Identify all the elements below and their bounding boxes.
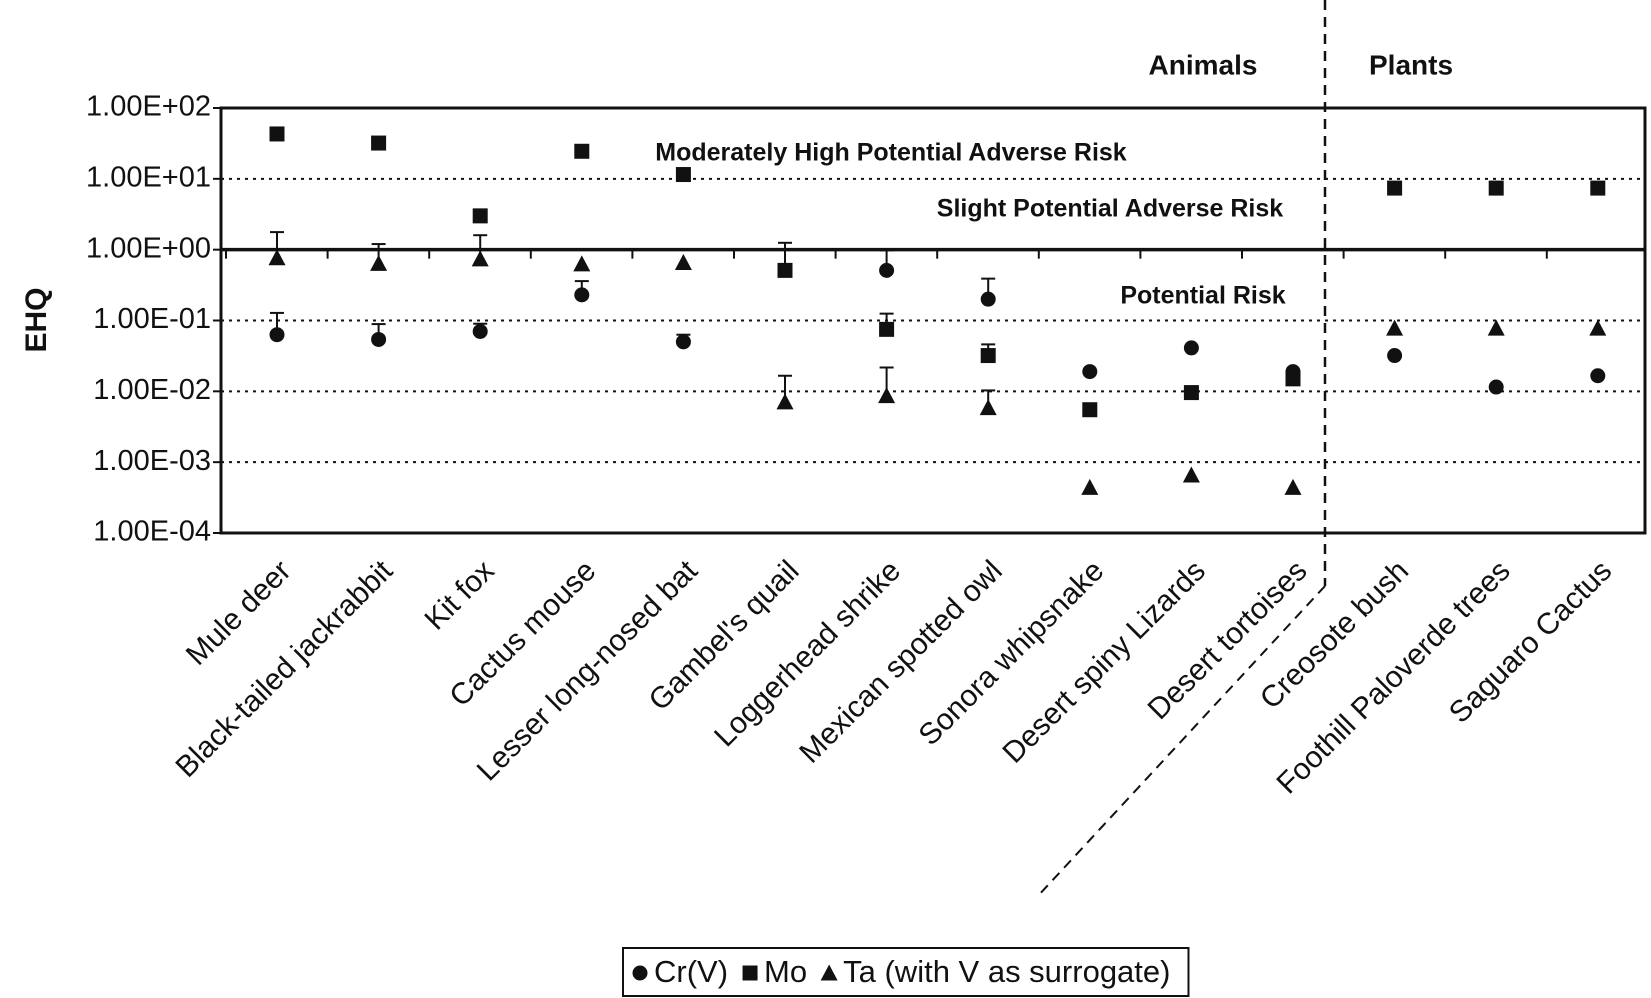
y-axis-label: EHQ (20, 287, 53, 352)
marker (878, 387, 896, 404)
marker (1387, 180, 1403, 196)
annotation: Animals (1149, 49, 1258, 80)
marker (1488, 180, 1504, 196)
group-divider-diagonal (1036, 585, 1326, 898)
marker (879, 262, 895, 278)
marker (1387, 348, 1403, 364)
marker (675, 334, 691, 350)
marker (674, 253, 692, 270)
marker (1082, 402, 1098, 418)
legend-label: Mo (764, 954, 807, 989)
marker (472, 323, 488, 339)
marker (1488, 379, 1504, 395)
marker (371, 331, 387, 347)
marker (1081, 478, 1099, 495)
marker (1487, 319, 1505, 336)
marker (1284, 478, 1302, 495)
marker (574, 287, 590, 303)
y-tick-label: 1.00E-04 (93, 516, 211, 548)
marker (1183, 385, 1199, 401)
marker (1285, 371, 1301, 387)
marker (471, 250, 489, 267)
y-tick-label: 1.00E+02 (86, 91, 211, 123)
y-tick-label: 1.00E-02 (93, 374, 211, 406)
marker (472, 208, 488, 224)
marker (370, 254, 388, 271)
marker (269, 126, 285, 142)
legend-marker (820, 964, 838, 981)
y-tick-label: 1.00E+00 (86, 232, 211, 264)
marker (1590, 368, 1606, 384)
marker (1589, 319, 1607, 336)
marker (1590, 180, 1606, 196)
legend-label: Ta (with V as surrogate) (843, 954, 1170, 989)
annotation: Plants (1369, 49, 1453, 80)
annotation: Slight Potential Adverse Risk (937, 195, 1283, 223)
y-tick-label: 1.00E-03 (93, 445, 211, 477)
marker (675, 167, 691, 183)
x-tick-label: Mexican spotted owl (793, 554, 1009, 770)
x-tick-label: Loggerhead shrike (708, 554, 907, 753)
marker (1386, 319, 1404, 336)
marker (1183, 340, 1199, 356)
annotation: Moderately High Potential Adverse Risk (655, 139, 1127, 167)
x-tick-label: Sonora whipsnake (912, 554, 1110, 752)
legend-marker (632, 965, 648, 981)
marker (1182, 466, 1200, 483)
marker (1082, 364, 1098, 380)
annotation: Potential Risk (1120, 282, 1285, 310)
marker (268, 249, 286, 266)
legend-label: Cr(V) (654, 954, 728, 989)
legend-marker (742, 965, 758, 981)
marker (573, 255, 591, 272)
marker (776, 393, 794, 410)
legend-box (622, 947, 1190, 997)
x-tick-label: Desert spiny Lizards (996, 554, 1212, 770)
x-tick-label: Kit fox (418, 554, 500, 636)
y-tick-label: 1.00E+01 (86, 161, 211, 193)
marker (980, 291, 996, 307)
marker (879, 321, 895, 337)
marker (269, 327, 285, 343)
y-tick-label: 1.00E-01 (93, 303, 211, 335)
plot-frame (219, 106, 1647, 535)
marker (574, 143, 590, 159)
marker (777, 262, 793, 278)
marker (980, 348, 996, 364)
marker (371, 135, 387, 151)
marker (979, 399, 997, 416)
